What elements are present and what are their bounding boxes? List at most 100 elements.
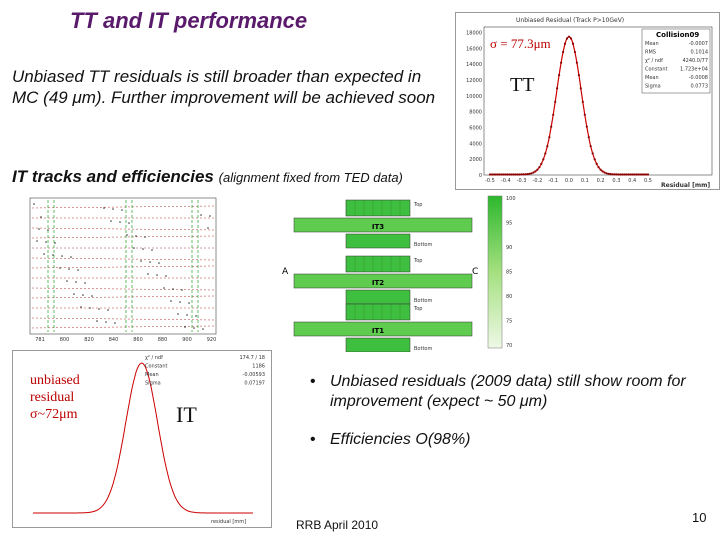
- tt-data-point: [496, 173, 499, 176]
- it-hits-xtick-label: 920: [207, 337, 217, 343]
- it-stats: χ² / ndf 174.7 / 18 Constant 1186 Mean -0.005…: [145, 355, 265, 387]
- it-box-top: [345, 199, 411, 217]
- tt-ytick-label: 16000: [466, 46, 482, 52]
- it-hit-point: [73, 293, 75, 295]
- it-hits-xtick-label: 860: [133, 337, 143, 343]
- tt-residual-plot: Unbiased Residual (Track P>10GeV) 0 2000 4…: [455, 12, 720, 190]
- tt-data-point: [520, 173, 523, 176]
- it-hit-point: [140, 260, 142, 262]
- it-hit-point: [195, 315, 197, 317]
- it-box-label: IT2: [372, 279, 384, 287]
- it-hit-point: [33, 203, 35, 205]
- tt-data-point: [625, 173, 628, 176]
- it-hit-point: [144, 236, 146, 238]
- it-box-middle: [293, 217, 473, 233]
- tt-data-point: [621, 173, 624, 176]
- it-stat-value: 174.7 / 18: [239, 355, 265, 361]
- it-hit-point: [43, 253, 45, 255]
- tt-data-points: [488, 35, 650, 176]
- it-box-bottom: [345, 233, 411, 249]
- tt-stat-key: Constant: [645, 67, 668, 73]
- it-hits-xtick-label: 900: [182, 337, 192, 343]
- tt-xticks: -0.5 -0.4 -0.3 -0.2 -0.1 0.0 0.1 0.2 0.3 0.4 0.5: [485, 178, 652, 184]
- it-hit-point: [156, 274, 158, 276]
- it-hit-point: [91, 295, 93, 297]
- it-hit-point: [186, 314, 188, 316]
- tt-data-point: [524, 173, 527, 176]
- tt-data-point: [510, 173, 513, 176]
- tt-stat-value: 0.1014: [691, 50, 709, 56]
- tt-data-point: [579, 87, 582, 90]
- tt-frame: [483, 26, 713, 176]
- it-hit-point: [126, 234, 128, 236]
- tt-data-point: [552, 113, 555, 116]
- tt-data-point: [567, 35, 571, 38]
- it-hit-point: [135, 235, 137, 237]
- tt-stat-value: -0.0008: [689, 75, 708, 81]
- it-hit-point: [47, 229, 49, 231]
- tt-ytick-label: 12000: [466, 78, 482, 84]
- it-stat-key: χ² / ndf: [145, 355, 163, 361]
- it-hit-point: [38, 228, 40, 230]
- tt-xtick-label: 0.4: [628, 178, 636, 184]
- tt-ytick-label: 2000: [469, 157, 482, 163]
- tt-data-point: [500, 173, 503, 176]
- tt-xtick-label: 0.3: [612, 178, 620, 184]
- it-hit-point: [36, 240, 38, 242]
- tt-data-point: [538, 166, 541, 169]
- tt-data-point: [565, 37, 569, 40]
- it-hits-xtick-label: 880: [158, 337, 168, 343]
- tt-data-point: [593, 158, 596, 161]
- it-hit-point: [149, 261, 151, 263]
- it-box-top: [345, 303, 411, 321]
- it-hit-point: [103, 207, 105, 209]
- it-hit-point: [77, 269, 79, 271]
- it-hit-point: [61, 255, 63, 257]
- tt-data-point: [577, 74, 580, 77]
- it-box-middle: [293, 273, 473, 289]
- it-stat-key: Sigma: [145, 381, 161, 387]
- it-bottom-label: Bottom: [414, 346, 432, 352]
- tt-ytick-label: 8000: [469, 110, 482, 116]
- it-hits-xtick-label: 800: [60, 337, 70, 343]
- tt-data-point: [522, 173, 525, 176]
- tt-data-point: [494, 173, 497, 176]
- it-hits-plot: 781 800 820 840 860 880 900 920: [8, 194, 220, 348]
- efficiency-scale-ticks: 100 95 90 85 80 75 70: [506, 196, 516, 349]
- tt-fit-curve: [490, 36, 648, 176]
- tt-data-point: [560, 61, 563, 64]
- it-hits-lines: [31, 200, 215, 332]
- it-residual-note: unbiased residual σ~72μm: [30, 372, 80, 423]
- it-hit-point: [110, 220, 112, 222]
- it-hit-point: [193, 327, 195, 329]
- tt-data-point: [587, 136, 590, 139]
- it-hits-frame: [29, 197, 217, 335]
- it-box-label: IT1: [372, 327, 384, 335]
- tt-data-point: [498, 173, 501, 176]
- footer-text: RRB April 2010: [296, 518, 379, 532]
- tt-ytick-label: 14000: [466, 62, 482, 68]
- bullet-dot-icon: •: [310, 373, 316, 390]
- tt-xtick-label: -0.3: [517, 178, 527, 184]
- tt-stats-box: [641, 28, 711, 94]
- it-hit-point: [184, 326, 186, 328]
- page-number: 10: [692, 510, 707, 525]
- it-station-boxes: IT3 Top Bottom IT2 Top Bottom IT1 Top Bottom: [293, 199, 473, 353]
- it-hit-point: [151, 249, 153, 251]
- tt-data-point: [569, 37, 573, 40]
- tt-data-point: [641, 173, 644, 176]
- it-hits-svg: 781 800 820 840 860 880 900 920: [29, 197, 217, 343]
- slide-title: TT and IT performance: [70, 8, 308, 33]
- it-hit-point: [172, 288, 174, 290]
- tt-data-point: [609, 173, 612, 176]
- tt-data-point: [601, 170, 604, 173]
- it-residual-note-line: σ~72μm: [30, 407, 78, 422]
- efficiency-scale-label: 100: [506, 196, 516, 202]
- it-residual-svg: χ² / ndf 174.7 / 18 Constant 1186 Mean -0.005…: [33, 355, 265, 525]
- tt-data-point: [490, 173, 494, 176]
- it-hit-point: [114, 322, 116, 324]
- tt-data-point: [532, 171, 535, 174]
- tt-residual-svg: Unbiased Residual (Track P>10GeV) 0 2000 4…: [466, 17, 713, 189]
- it-hit-point: [75, 281, 77, 283]
- it-stat-value: 0.07197: [244, 381, 265, 387]
